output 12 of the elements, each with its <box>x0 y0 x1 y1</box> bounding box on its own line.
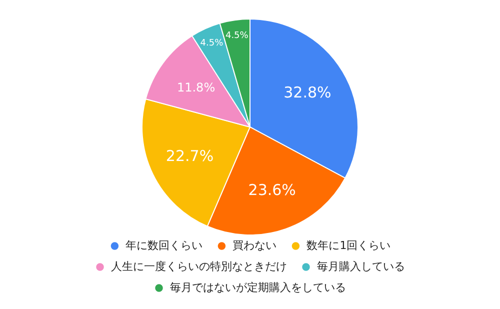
data-label: 22.7% <box>166 147 214 166</box>
data-label: 32.8% <box>284 84 332 102</box>
data-label: 11.8% <box>176 80 216 94</box>
legend-label: 買わない <box>232 239 277 252</box>
data-label: 23.6% <box>248 181 296 200</box>
legend-label: 年に数回くらい <box>126 239 203 252</box>
data-label: 4.5% <box>225 31 249 42</box>
legend-label: 毎月購入している <box>317 260 405 273</box>
legend-label: 毎月ではないが定期購入をしている <box>170 281 346 294</box>
data-label: 4.5% <box>200 38 224 48</box>
legend-label: 人生に一度くらいの特別なときだけ <box>111 260 287 273</box>
legend-label: 数年に1回くらい <box>306 239 391 252</box>
